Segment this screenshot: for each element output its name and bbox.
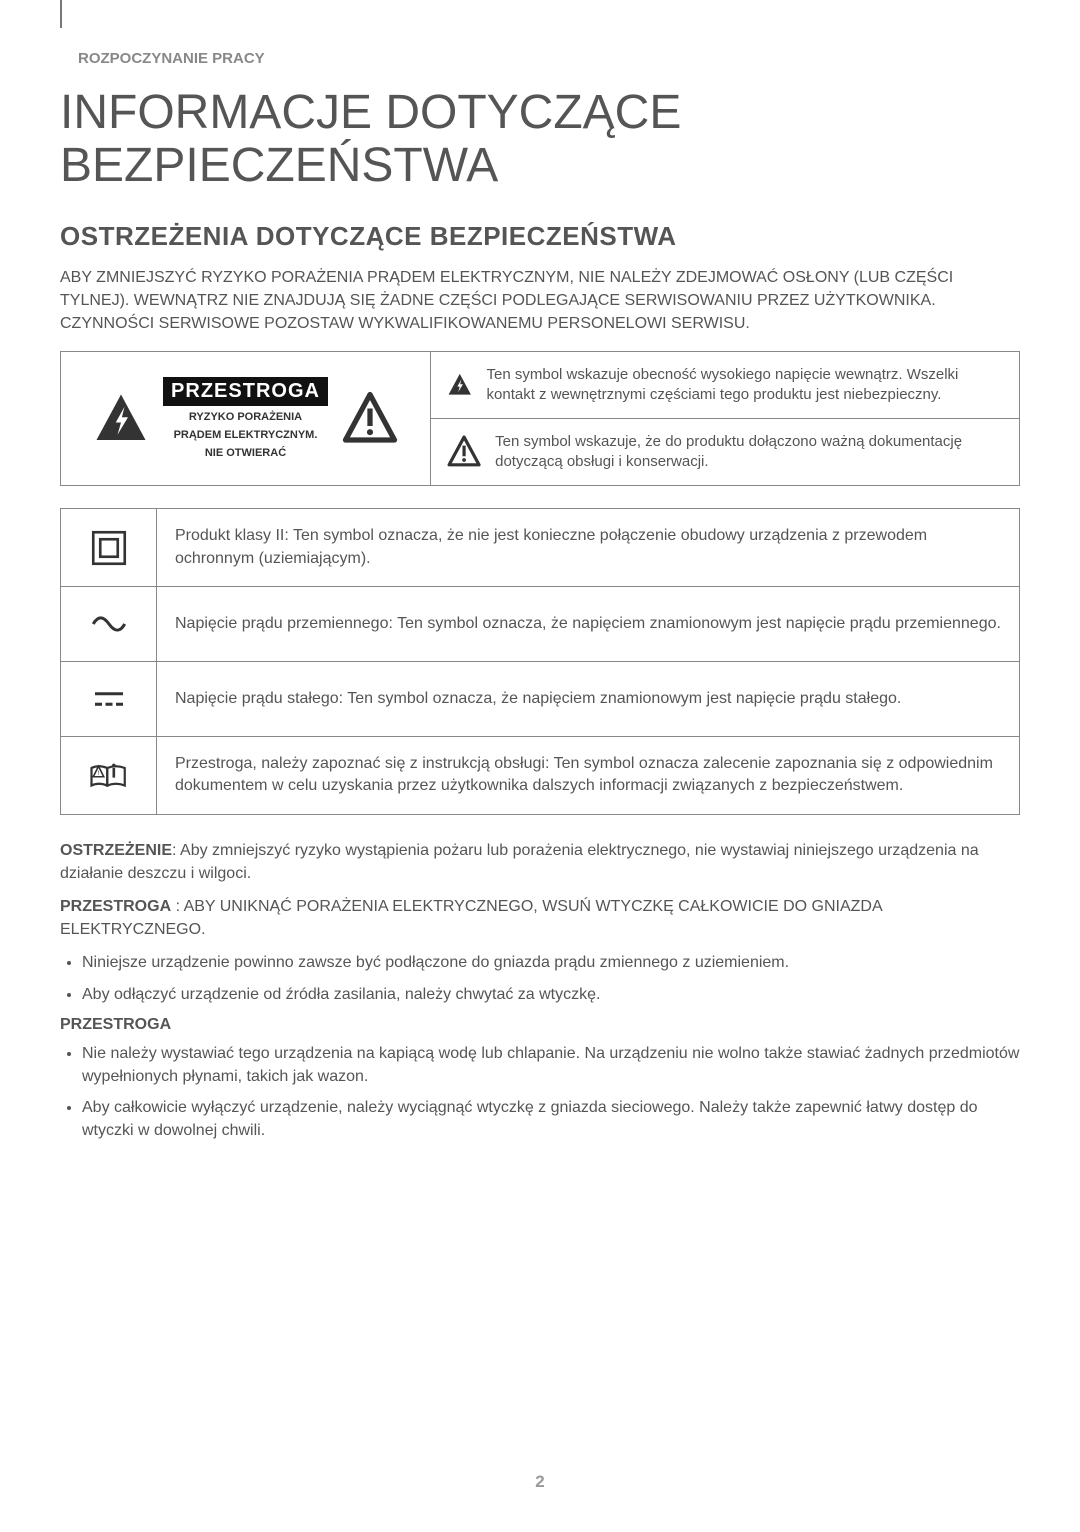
list-item: Aby całkowicie wyłączyć urządzenie, nale… bbox=[82, 1096, 1020, 1142]
warning-paragraph: OSTRZEŻENIE: Aby zmniejszyć ryzyko wystą… bbox=[60, 839, 1020, 885]
shock-triangle-icon bbox=[447, 362, 473, 408]
list-item: Aby odłączyć urządzenie od źródła zasila… bbox=[82, 983, 1020, 1006]
symbol-row: Produkt klasy II: Ten symbol oznacza, że… bbox=[61, 509, 1019, 586]
class-ii-icon bbox=[88, 527, 130, 569]
caution-right-row-1: Ten symbol wskazuje obecność wysokiego n… bbox=[431, 352, 1019, 418]
caution-sub1: RYZYKO PORAŻENIA bbox=[163, 410, 328, 424]
warning-text: : Aby zmniejszyć ryzyko wystąpienia poża… bbox=[60, 842, 979, 882]
warning-label: OSTRZEŻENIE bbox=[60, 842, 172, 859]
symbol-cell-text: Napięcie prądu przemiennego: Ten symbol … bbox=[157, 597, 1019, 651]
sub-heading: PRZESTROGA bbox=[60, 1016, 1020, 1034]
caution-box-right: Ten symbol wskazuje obecność wysokiego n… bbox=[431, 352, 1019, 485]
shock-triangle-icon bbox=[93, 391, 149, 447]
dc-voltage-icon bbox=[88, 678, 130, 720]
symbol-table: Produkt klasy II: Ten symbol oznacza, że… bbox=[60, 508, 1020, 815]
caution2-label: PRZESTROGA bbox=[60, 898, 171, 915]
caution-sub3: NIE OTWIERAĆ bbox=[163, 446, 328, 460]
bullet-list-1: Niniejsze urządzenie powinno zawsze być … bbox=[60, 951, 1020, 1005]
symbol-row: Napięcie prądu przemiennego: Ten symbol … bbox=[61, 586, 1019, 661]
page-title: INFORMACJE DOTYCZĄCE BEZPIECZEŃSTWA bbox=[60, 87, 1020, 193]
symbol-cell-icon bbox=[61, 587, 157, 661]
caution-label-block: PRZESTROGA RYZYKO PORAŻENIA PRĄDEM ELEKT… bbox=[163, 377, 328, 461]
list-item: Nie należy wystawiać tego urządzenia na … bbox=[82, 1042, 1020, 1088]
intro-paragraph: ABY ZMNIEJSZYĆ RYZYKO PORAŻENIA PRĄDEM E… bbox=[60, 266, 1020, 336]
symbol-cell-text: Przestroga, należy zapoznać się z instru… bbox=[157, 737, 1019, 814]
symbol-cell-text: Napięcie prądu stałego: Ten symbol oznac… bbox=[157, 672, 1019, 726]
page-top-mark bbox=[60, 0, 62, 28]
read-manual-icon: ! bbox=[88, 754, 130, 796]
caution-box-left: PRZESTROGA RYZYKO PORAŻENIA PRĄDEM ELEKT… bbox=[61, 352, 431, 485]
caution-right-row-2: Ten symbol wskazuje, że do produktu dołą… bbox=[431, 418, 1019, 485]
svg-text:!: ! bbox=[97, 770, 99, 777]
symbol-cell-text: Produkt klasy II: Ten symbol oznacza, że… bbox=[157, 509, 1019, 586]
symbol-row: ! Przestroga, należy zapoznać się z inst… bbox=[61, 736, 1019, 814]
exclamation-triangle-icon bbox=[447, 429, 481, 475]
caution-box: PRZESTROGA RYZYKO PORAŻENIA PRĄDEM ELEKT… bbox=[60, 351, 1020, 486]
page-number: 2 bbox=[0, 1472, 1080, 1492]
caution-sub2: PRĄDEM ELEKTRYCZNYM. bbox=[163, 428, 328, 442]
breadcrumb: ROZPOCZYNANIE PRACY bbox=[78, 50, 1020, 67]
caution-right-text-2: Ten symbol wskazuje, że do produktu dołą… bbox=[495, 432, 1003, 473]
ac-voltage-icon bbox=[88, 603, 130, 645]
list-item: Niniejsze urządzenie powinno zawsze być … bbox=[82, 951, 1020, 974]
symbol-cell-icon bbox=[61, 662, 157, 736]
symbol-cell-icon bbox=[61, 509, 157, 586]
caution-label: PRZESTROGA bbox=[163, 377, 328, 406]
caution-paragraph: PRZESTROGA : ABY UNIKNĄĆ PORAŻENIA ELEKT… bbox=[60, 895, 1020, 941]
caution2-text: : ABY UNIKNĄĆ PORAŻENIA ELEKTRYCZNEGO, W… bbox=[60, 898, 882, 938]
caution-right-text-1: Ten symbol wskazuje obecność wysokiego n… bbox=[487, 365, 1003, 406]
symbol-row: Napięcie prądu stałego: Ten symbol oznac… bbox=[61, 661, 1019, 736]
exclamation-triangle-icon bbox=[342, 391, 398, 447]
symbol-cell-icon: ! bbox=[61, 737, 157, 814]
section-heading: OSTRZEŻENIA DOTYCZĄCE BEZPIECZEŃSTWA bbox=[60, 221, 1020, 252]
bullet-list-2: Nie należy wystawiać tego urządzenia na … bbox=[60, 1042, 1020, 1143]
